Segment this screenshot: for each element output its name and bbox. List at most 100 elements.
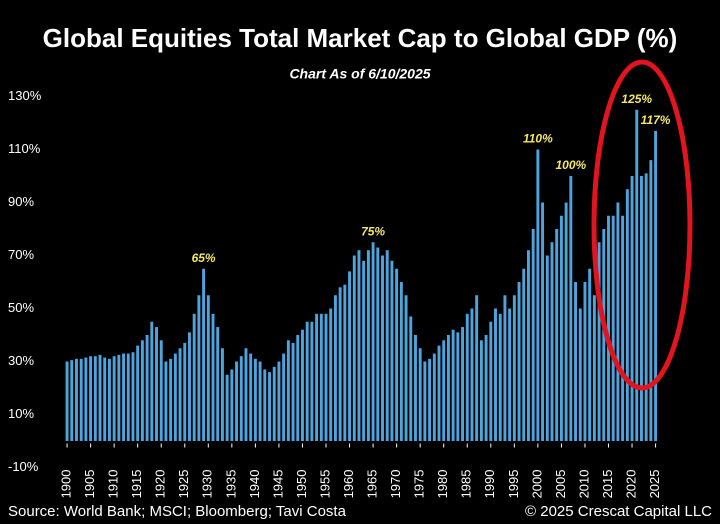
bar bbox=[65, 361, 69, 441]
bar bbox=[150, 321, 154, 441]
copyright: © 2025 Crescat Capital LLC bbox=[525, 503, 712, 520]
bar bbox=[145, 335, 149, 441]
x-tick-label: 1980 bbox=[435, 470, 450, 499]
x-tick-label: 1975 bbox=[412, 470, 427, 499]
bar bbox=[484, 335, 488, 441]
x-tick-label: 1915 bbox=[129, 470, 144, 499]
bar bbox=[268, 372, 271, 441]
bar bbox=[418, 348, 422, 441]
bar bbox=[475, 295, 479, 441]
bar bbox=[136, 345, 140, 441]
bar bbox=[239, 356, 243, 441]
bar bbox=[211, 313, 215, 441]
bar bbox=[253, 358, 257, 441]
bar bbox=[649, 160, 653, 441]
bar bbox=[479, 340, 483, 441]
bar bbox=[494, 308, 497, 441]
bar bbox=[366, 250, 370, 441]
bar bbox=[352, 255, 356, 441]
bar bbox=[169, 358, 173, 441]
bar bbox=[621, 215, 625, 441]
x-tick-label: 1925 bbox=[176, 470, 191, 499]
bar bbox=[249, 353, 253, 441]
x-tick-label: 1970 bbox=[388, 470, 403, 499]
bar bbox=[550, 242, 554, 441]
bar bbox=[235, 361, 239, 441]
bar bbox=[432, 353, 436, 441]
bar bbox=[395, 268, 399, 441]
bar bbox=[258, 361, 262, 441]
bar bbox=[126, 353, 130, 441]
bar bbox=[451, 329, 455, 441]
bar bbox=[611, 215, 615, 441]
bar bbox=[559, 215, 563, 441]
bar bbox=[630, 176, 634, 441]
value-label: 65% bbox=[192, 251, 216, 265]
x-tick-label: 2015 bbox=[600, 470, 615, 499]
bar bbox=[381, 255, 384, 441]
bar bbox=[442, 340, 446, 441]
bar bbox=[301, 329, 304, 441]
bar bbox=[117, 354, 121, 441]
bar bbox=[192, 313, 196, 441]
bar bbox=[414, 335, 417, 441]
bar bbox=[310, 321, 314, 441]
bar bbox=[399, 282, 403, 441]
bar bbox=[635, 109, 639, 441]
bar bbox=[122, 353, 126, 441]
bar bbox=[465, 313, 469, 441]
bar bbox=[197, 295, 201, 441]
x-tick-label: 1990 bbox=[482, 470, 497, 499]
bar bbox=[470, 308, 474, 441]
bar bbox=[93, 356, 97, 441]
bar bbox=[592, 295, 596, 441]
y-tick-label: 130% bbox=[8, 88, 42, 103]
bar bbox=[536, 149, 540, 441]
bar bbox=[446, 335, 450, 441]
x-tick-label: 2005 bbox=[553, 470, 568, 499]
value-label: 100% bbox=[555, 158, 586, 172]
bar bbox=[225, 374, 229, 441]
bar bbox=[272, 366, 276, 441]
bar bbox=[230, 369, 234, 441]
bar bbox=[564, 202, 568, 441]
bar bbox=[183, 342, 187, 441]
bar bbox=[282, 353, 286, 441]
x-tick-label: 1940 bbox=[247, 470, 262, 499]
bar bbox=[376, 247, 380, 441]
x-tick-label: 1935 bbox=[223, 470, 238, 499]
bar bbox=[178, 348, 182, 441]
bar bbox=[220, 348, 224, 441]
bar bbox=[131, 352, 135, 441]
x-tick-label: 1950 bbox=[294, 470, 309, 499]
bar bbox=[555, 229, 559, 441]
bar bbox=[508, 308, 512, 441]
bar bbox=[159, 340, 163, 441]
bar bbox=[522, 268, 526, 441]
bar bbox=[625, 189, 629, 441]
bar bbox=[541, 202, 545, 441]
bar bbox=[545, 255, 549, 441]
bar bbox=[324, 313, 328, 441]
x-tick-label: 2020 bbox=[623, 470, 638, 499]
x-tick-label: 1995 bbox=[506, 470, 521, 499]
bar bbox=[98, 354, 102, 441]
highlight-ellipse bbox=[591, 59, 693, 391]
bar bbox=[103, 357, 107, 441]
x-tick-label: 2000 bbox=[529, 470, 544, 499]
x-tick-label: 1910 bbox=[106, 470, 121, 499]
bar bbox=[517, 282, 521, 441]
bar bbox=[216, 327, 220, 441]
x-tick-label: 1965 bbox=[365, 470, 380, 499]
value-label: 117% bbox=[641, 113, 671, 127]
bar bbox=[654, 130, 658, 441]
bar bbox=[437, 345, 441, 441]
bar bbox=[112, 356, 116, 441]
bar bbox=[404, 295, 408, 441]
bar bbox=[206, 295, 210, 441]
bar bbox=[70, 360, 74, 441]
bar bbox=[489, 321, 493, 441]
x-tick-label: 1985 bbox=[459, 470, 474, 499]
